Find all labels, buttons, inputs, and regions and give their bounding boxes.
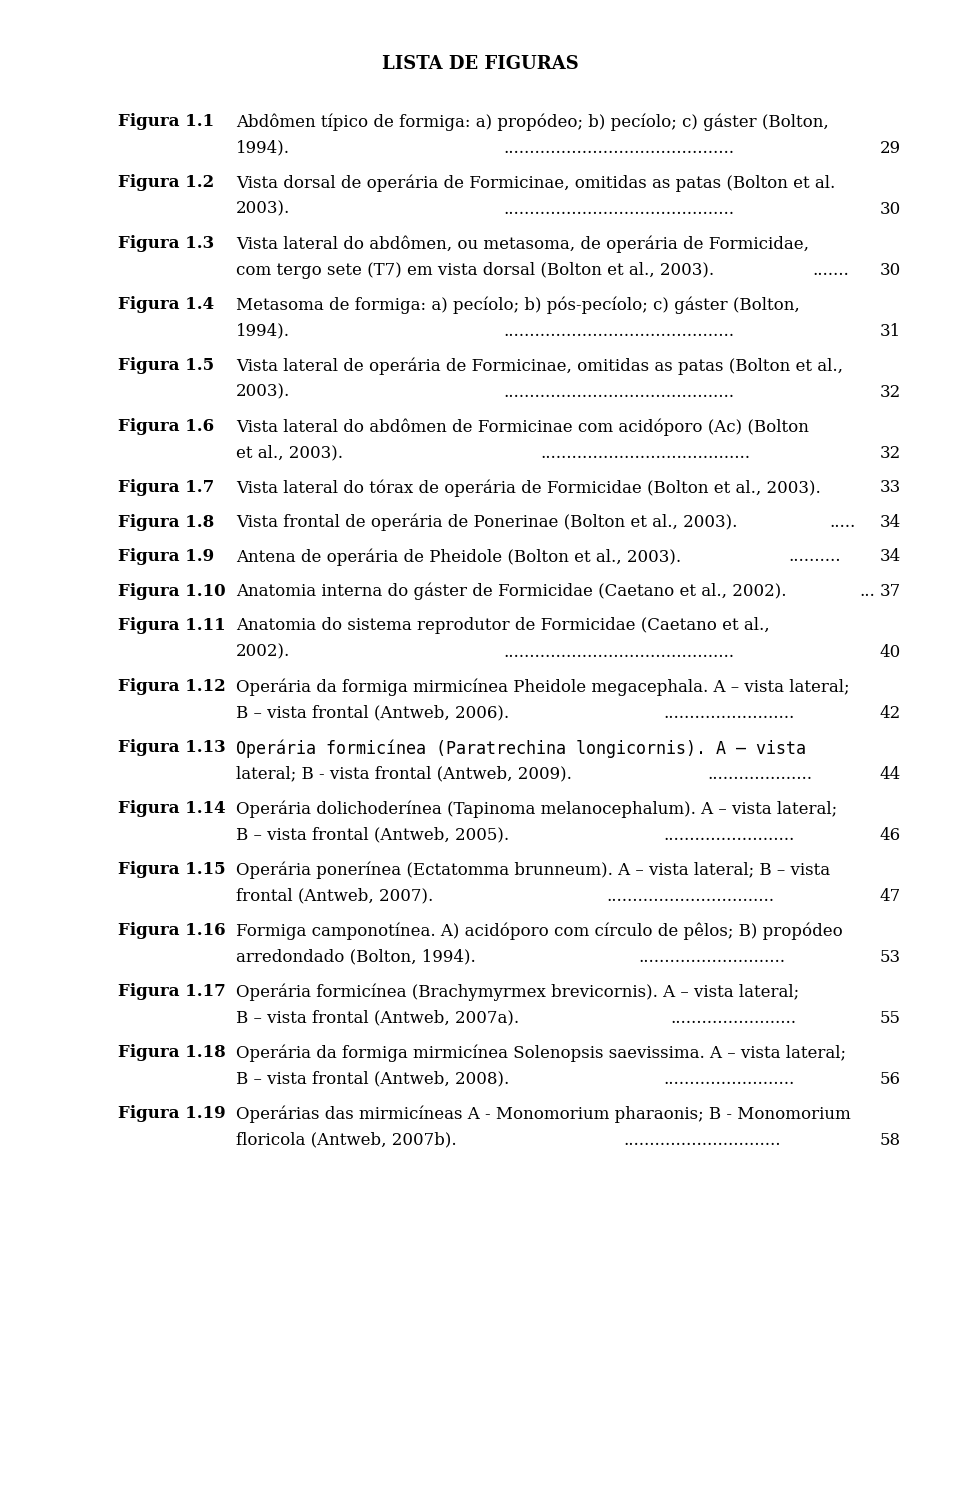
Text: frontal (Antweb, 2007).: frontal (Antweb, 2007). — [236, 888, 433, 904]
Text: ................................: ................................ — [607, 888, 775, 904]
Text: arredondado (Bolton, 1994).: arredondado (Bolton, 1994). — [236, 949, 476, 966]
Text: 58: 58 — [880, 1132, 901, 1148]
Text: 32: 32 — [879, 384, 901, 401]
Text: B – vista frontal (Antweb, 2005).: B – vista frontal (Antweb, 2005). — [236, 827, 509, 843]
Text: Figura 1.7: Figura 1.7 — [118, 480, 214, 496]
Text: ............................................: ........................................… — [503, 323, 734, 339]
Text: Figura 1.17: Figura 1.17 — [118, 984, 226, 1000]
Text: 1994).: 1994). — [236, 141, 290, 157]
Text: 30: 30 — [879, 200, 901, 218]
Text: 47: 47 — [879, 888, 901, 904]
Text: 1994).: 1994). — [236, 323, 290, 339]
Text: Vista lateral do tórax de operária de Formicidae (Bolton et al., 2003).: Vista lateral do tórax de operária de Fo… — [236, 480, 821, 496]
Text: Abdômen típico de formiga: a) propódeo; b) pecíolo; c) gáster (Bolton,: Abdômen típico de formiga: a) propódeo; … — [236, 114, 828, 130]
Text: Metasoma de formiga: a) pecíolo; b) pós-pecíolo; c) gáster (Bolton,: Metasoma de formiga: a) pecíolo; b) pós-… — [236, 296, 800, 314]
Text: .........................: ......................... — [663, 827, 794, 843]
Text: Operária da formiga mirmicínea Pheidole megacephala. A – vista lateral;: Operária da formiga mirmicínea Pheidole … — [236, 679, 850, 695]
Text: Figura 1.15: Figura 1.15 — [118, 861, 226, 878]
Text: Figura 1.1: Figura 1.1 — [118, 114, 214, 130]
Text: 34: 34 — [879, 514, 901, 531]
Text: 44: 44 — [879, 765, 901, 783]
Text: Figura 1.9: Figura 1.9 — [118, 549, 214, 565]
Text: Figura 1.4: Figura 1.4 — [118, 296, 214, 314]
Text: Figura 1.19: Figura 1.19 — [118, 1105, 226, 1123]
Text: .....: ..... — [829, 514, 855, 531]
Text: Figura 1.13: Figura 1.13 — [118, 740, 226, 756]
Text: Figura 1.10: Figura 1.10 — [118, 583, 226, 599]
Text: ........................................: ........................................ — [540, 446, 751, 462]
Text: Figura 1.5: Figura 1.5 — [118, 357, 214, 374]
Text: Operária da formiga mirmicínea Solenopsis saevissima. A – vista lateral;: Operária da formiga mirmicínea Solenopsi… — [236, 1045, 846, 1061]
Text: 2002).: 2002). — [236, 644, 290, 661]
Text: LISTA DE FIGURAS: LISTA DE FIGURAS — [382, 55, 578, 73]
Text: floricola (Antweb, 2007b).: floricola (Antweb, 2007b). — [236, 1132, 457, 1148]
Text: 2003).: 2003). — [236, 200, 290, 218]
Text: ............................................: ........................................… — [504, 200, 734, 218]
Text: ............................: ............................ — [638, 949, 785, 966]
Text: Figura 1.12: Figura 1.12 — [118, 679, 226, 695]
Text: Operária formicínea (Paratrechina longicornis). A – vista: Operária formicínea (Paratrechina longic… — [236, 740, 806, 758]
Text: 42: 42 — [879, 704, 901, 722]
Text: Figura 1.2: Figura 1.2 — [118, 175, 214, 191]
Text: Figura 1.18: Figura 1.18 — [118, 1045, 226, 1061]
Text: Figura 1.6: Figura 1.6 — [118, 419, 214, 435]
Text: Vista lateral de operária de Formicinae, omitidas as patas (Bolton et al.,: Vista lateral de operária de Formicinae,… — [236, 357, 843, 375]
Text: ....................: .................... — [708, 765, 812, 783]
Text: Figura 1.11: Figura 1.11 — [118, 617, 226, 634]
Text: .........................: ......................... — [663, 1070, 794, 1088]
Text: 32: 32 — [879, 446, 901, 462]
Text: B – vista frontal (Antweb, 2007a).: B – vista frontal (Antweb, 2007a). — [236, 1009, 519, 1027]
Text: Antena de operária de Pheidole (Bolton et al., 2003).: Antena de operária de Pheidole (Bolton e… — [236, 549, 682, 565]
Text: Figura 1.8: Figura 1.8 — [118, 514, 214, 531]
Text: Anatomia interna do gáster de Formicidae (Caetano et al., 2002).: Anatomia interna do gáster de Formicidae… — [236, 583, 786, 601]
Text: ............................................: ........................................… — [503, 141, 734, 157]
Text: ............................................: ........................................… — [504, 384, 734, 401]
Text: ...: ... — [859, 583, 876, 599]
Text: 53: 53 — [880, 949, 901, 966]
Text: 34: 34 — [879, 549, 901, 565]
Text: .........................: ......................... — [663, 704, 794, 722]
Text: Operária dolichoderínea (Tapinoma melanocephalum). A – vista lateral;: Operária dolichoderínea (Tapinoma melano… — [236, 800, 837, 818]
Text: Figura 1.16: Figura 1.16 — [118, 922, 226, 939]
Text: Anatomia do sistema reprodutor de Formicidae (Caetano et al.,: Anatomia do sistema reprodutor de Formic… — [236, 617, 770, 634]
Text: Figura 1.14: Figura 1.14 — [118, 800, 226, 818]
Text: Figura 1.3: Figura 1.3 — [118, 235, 214, 253]
Text: 30: 30 — [879, 262, 901, 278]
Text: Operária ponerínea (Ectatomma brunneum). A – vista lateral; B – vista: Operária ponerínea (Ectatomma brunneum).… — [236, 861, 830, 879]
Text: B – vista frontal (Antweb, 2006).: B – vista frontal (Antweb, 2006). — [236, 704, 509, 722]
Text: 37: 37 — [879, 583, 901, 599]
Text: 40: 40 — [879, 644, 901, 661]
Text: lateral; B - vista frontal (Antweb, 2009).: lateral; B - vista frontal (Antweb, 2009… — [236, 765, 572, 783]
Text: ..............................: .............................. — [623, 1132, 781, 1148]
Text: .......: ....... — [812, 262, 850, 278]
Text: 33: 33 — [879, 480, 901, 496]
Text: 29: 29 — [880, 141, 901, 157]
Text: 55: 55 — [880, 1009, 901, 1027]
Text: ............................................: ........................................… — [504, 644, 734, 661]
Text: 2003).: 2003). — [236, 384, 290, 401]
Text: Operária formicínea (Brachymyrmex brevicornis). A – vista lateral;: Operária formicínea (Brachymyrmex brevic… — [236, 984, 799, 1000]
Text: Operárias das mirmicíneas A - Monomorium pharaonis; B - Monomorium: Operárias das mirmicíneas A - Monomorium… — [236, 1105, 851, 1123]
Text: com tergo sete (T7) em vista dorsal (Bolton et al., 2003).: com tergo sete (T7) em vista dorsal (Bol… — [236, 262, 714, 278]
Text: Vista lateral do abdômen, ou metasoma, de operária de Formicidae,: Vista lateral do abdômen, ou metasoma, d… — [236, 235, 809, 253]
Text: Vista frontal de operária de Ponerinae (Bolton et al., 2003).: Vista frontal de operária de Ponerinae (… — [236, 514, 737, 531]
Text: et al., 2003).: et al., 2003). — [236, 446, 343, 462]
Text: ..........: .......... — [788, 549, 841, 565]
Text: 46: 46 — [880, 827, 901, 843]
Text: ........................: ........................ — [670, 1009, 797, 1027]
Text: 31: 31 — [879, 323, 901, 339]
Text: Formiga camponotínea. A) acidóporo com círculo de pêlos; B) propódeo: Formiga camponotínea. A) acidóporo com c… — [236, 922, 843, 940]
Text: 56: 56 — [880, 1070, 901, 1088]
Text: B – vista frontal (Antweb, 2008).: B – vista frontal (Antweb, 2008). — [236, 1070, 509, 1088]
Text: Vista dorsal de operária de Formicinae, omitidas as patas (Bolton et al.: Vista dorsal de operária de Formicinae, … — [236, 175, 835, 191]
Text: Vista lateral do abdômen de Formicinae com acidóporo (Ac) (Bolton: Vista lateral do abdômen de Formicinae c… — [236, 419, 809, 437]
